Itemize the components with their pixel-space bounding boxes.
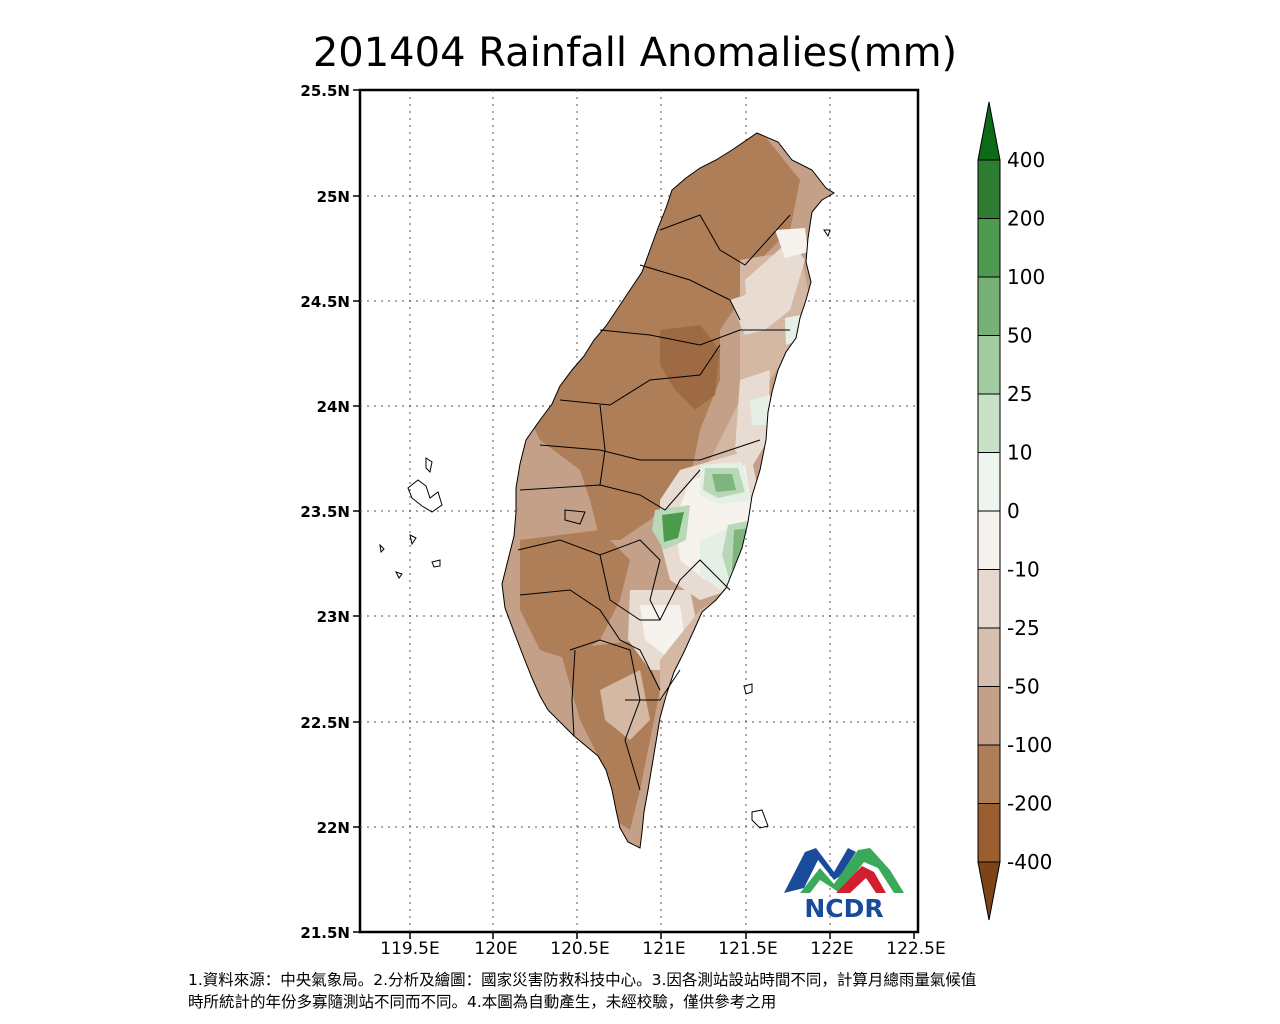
- colorbar-top-arrow: [977, 101, 1001, 161]
- longitude-labels: 119.5E 120E 120.5E 121E 121.5E 122E 122.…: [380, 939, 945, 959]
- colorbar-label: -200: [1007, 792, 1052, 816]
- colorbar-segment: [977, 569, 1001, 629]
- colorbar-segment: [977, 393, 1001, 453]
- lon-label: 122E: [810, 939, 853, 959]
- taiwan-outline: [501, 132, 835, 849]
- colorbar-label: 400: [1007, 148, 1045, 172]
- colorbar-segment: [977, 510, 1001, 570]
- colorbar-label: 200: [1007, 207, 1045, 231]
- colorbar-segment: [977, 218, 1001, 278]
- lon-label: 122.5E: [886, 939, 945, 959]
- ncdr-logo: NCDR: [784, 848, 904, 923]
- lat-label: 25N: [317, 188, 350, 206]
- colorbar-label: 100: [1007, 265, 1045, 289]
- ncdr-logo-text: NCDR: [804, 894, 883, 923]
- colorbar-label: 0: [1007, 499, 1020, 523]
- colorbar-segment: [977, 686, 1001, 746]
- colorbar-segment: [977, 335, 1001, 395]
- colorbar-label: 50: [1007, 324, 1032, 348]
- colorbar-bottom-arrow: [977, 861, 1001, 921]
- colorbar-label: 25: [1007, 382, 1032, 406]
- lon-label: 120E: [474, 939, 517, 959]
- lat-label: 21.5N: [300, 924, 350, 942]
- colorbar-label: -400: [1007, 850, 1052, 874]
- lat-label: 24.5N: [300, 293, 350, 311]
- lon-label: 120.5E: [550, 939, 609, 959]
- lat-label: 22.5N: [300, 714, 350, 732]
- colorbar-segment: [977, 452, 1001, 512]
- colorbar-segment: [977, 276, 1001, 336]
- lat-label: 23N: [317, 608, 350, 626]
- islands: [379, 229, 831, 829]
- lon-label: 119.5E: [380, 939, 439, 959]
- lon-label: 121E: [642, 939, 685, 959]
- colorbar-segment: [977, 159, 1001, 219]
- lat-label: 23.5N: [300, 503, 350, 521]
- colorbar-label: -25: [1007, 616, 1040, 640]
- footnote-line: 1.資料來源：中央氣象局。2.分析及繪圖：國家災害防救科技中心。3.因各測站設站…: [188, 971, 977, 989]
- latitude-labels: 25.5N 25N 24.5N 24N 23.5N 23N 22.5N 22N …: [300, 82, 350, 942]
- colorbar-segment: [977, 803, 1001, 863]
- map-title: 201404 Rainfall Anomalies(mm): [312, 30, 958, 76]
- lat-label: 24N: [317, 398, 350, 416]
- footnote: 1.資料來源：中央氣象局。2.分析及繪圖：國家災害防救科技中心。3.因各測站設站…: [188, 969, 1188, 1013]
- colorbar-segment: [977, 627, 1001, 687]
- colorbar-label: 10: [1007, 441, 1032, 465]
- colorbar-label: -50: [1007, 675, 1040, 699]
- lat-label: 22N: [317, 819, 350, 837]
- colorbar-label: -10: [1007, 558, 1040, 582]
- lon-label: 121.5E: [718, 939, 777, 959]
- colorbar-label: -100: [1007, 733, 1052, 757]
- colorbar-segment: [977, 744, 1001, 804]
- footnote-line: 時所統計的年份多寡隨測站不同而不同。4.本圖為自動產生，未經校驗，僅供參考之用: [188, 993, 777, 1011]
- lat-label: 25.5N: [300, 82, 350, 100]
